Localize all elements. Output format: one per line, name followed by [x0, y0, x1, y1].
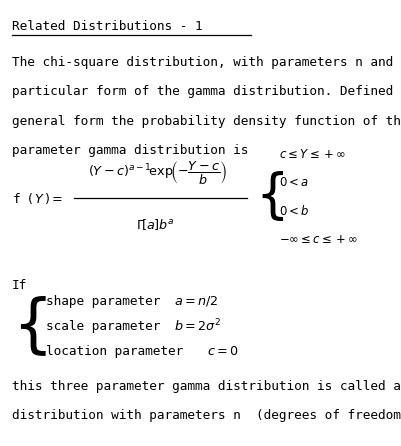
Text: If: If [12, 279, 27, 292]
Text: $a = n/2$: $a = n/2$ [174, 294, 219, 308]
Text: Related Distributions - 1: Related Distributions - 1 [12, 20, 203, 33]
Text: this three parameter gamma distribution is called a chi-square: this three parameter gamma distribution … [12, 380, 401, 393]
Text: f $\left(\,Y\,\right)=$: f $\left(\,Y\,\right)=$ [12, 191, 63, 206]
Text: $\left\{\ \right.$: $\left\{\ \right.$ [12, 294, 47, 359]
Text: $0 < b$: $0 < b$ [279, 204, 309, 218]
Text: $b = 2\sigma^{2}$: $b = 2\sigma^{2}$ [174, 318, 222, 335]
Text: $c \leq Y \leq +\infty$: $c \leq Y \leq +\infty$ [279, 148, 345, 161]
Text: $0 < a$: $0 < a$ [279, 176, 309, 190]
Text: particular form of the gamma distribution. Defined in its: particular form of the gamma distributio… [12, 85, 401, 98]
Text: $\left\{\ \right.$: $\left\{\ \right.$ [255, 169, 284, 223]
Text: $-\infty \leq c \leq +\infty$: $-\infty \leq c \leq +\infty$ [279, 232, 358, 246]
Text: $c = 0$: $c = 0$ [207, 345, 239, 359]
Text: location parameter: location parameter [46, 345, 183, 359]
Text: scale parameter: scale parameter [46, 320, 160, 333]
Text: $\Gamma\!\left[a\right]b^{a}$: $\Gamma\!\left[a\right]b^{a}$ [136, 217, 174, 232]
Text: general form the probability density function of the three: general form the probability density fun… [12, 115, 401, 128]
Text: shape parameter: shape parameter [46, 294, 160, 308]
Text: The chi-square distribution, with parameters n and σ, is a: The chi-square distribution, with parame… [12, 56, 401, 69]
Text: $\left(Y-c\right)^{a-1}\!\mathrm{exp}\!\left(-\dfrac{Y-c}{b}\right)$: $\left(Y-c\right)^{a-1}\!\mathrm{exp}\!\… [88, 159, 228, 186]
Text: distribution with parameters n  (degrees of freedom) and σ.: distribution with parameters n (degrees … [12, 409, 401, 422]
Text: parameter gamma distribution is: parameter gamma distribution is [12, 144, 248, 157]
